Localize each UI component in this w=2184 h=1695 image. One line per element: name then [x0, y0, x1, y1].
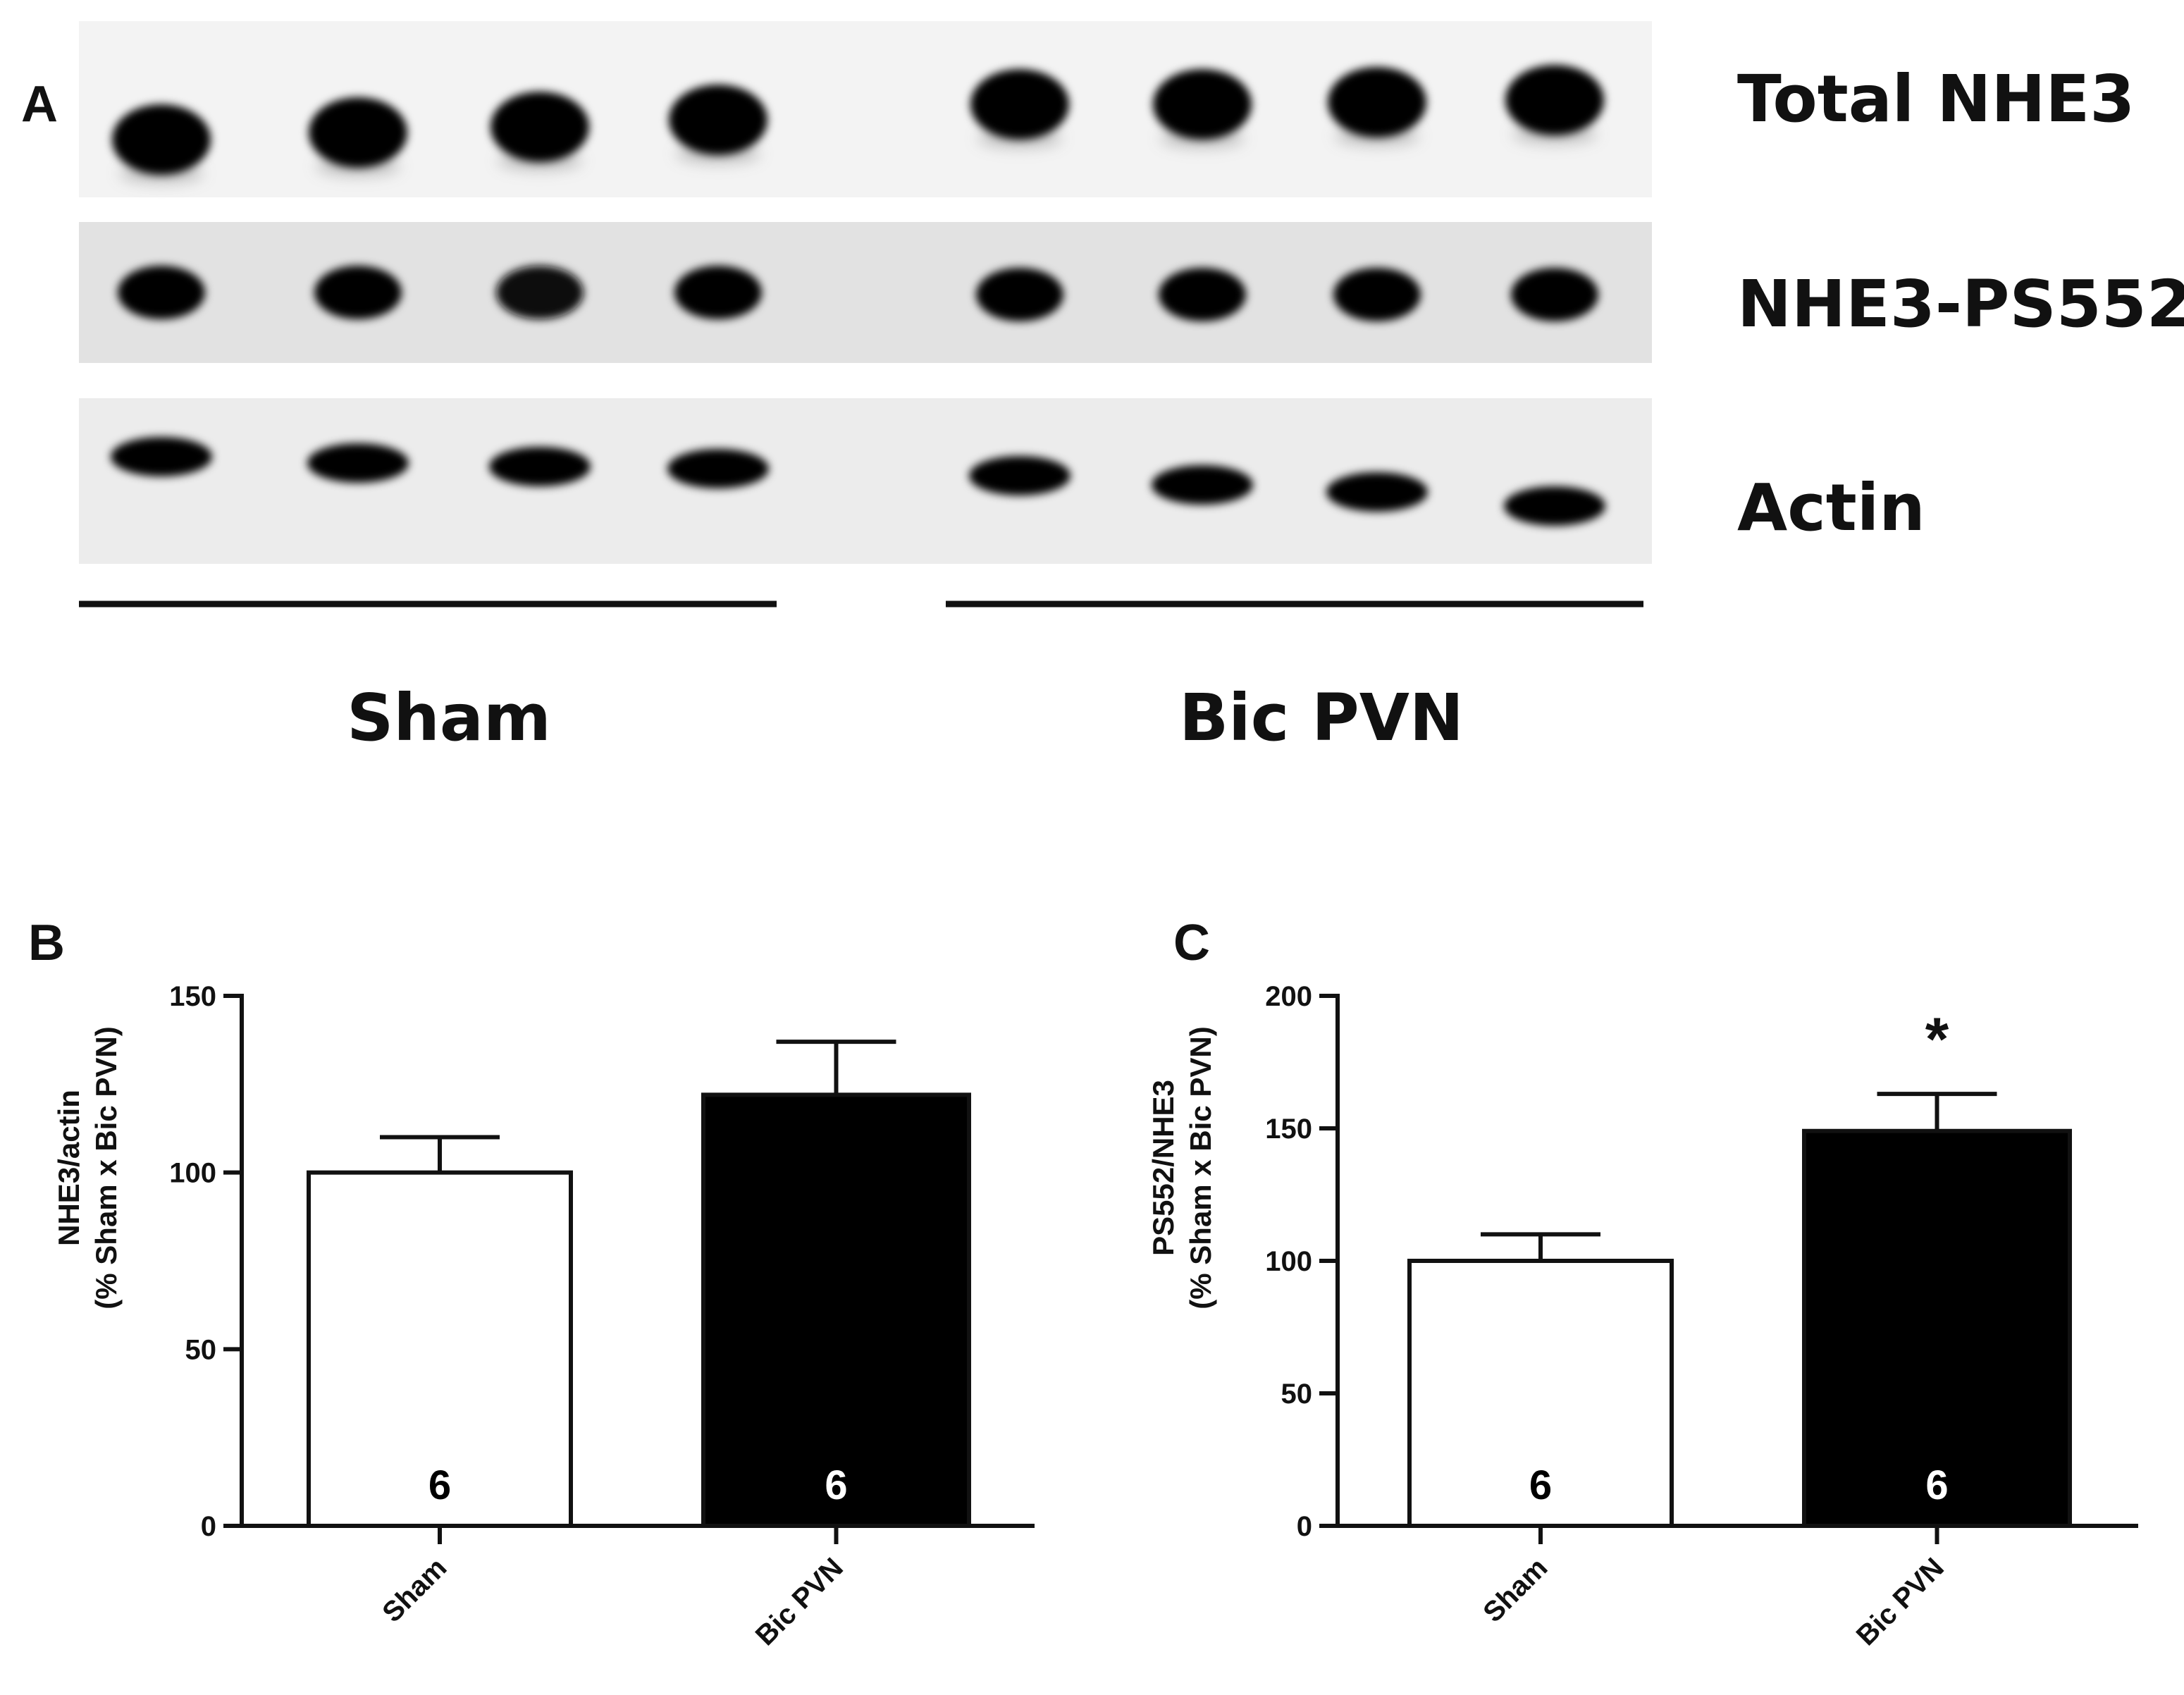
blot-label-actin: Actin: [1737, 470, 1925, 546]
blot-band: [314, 266, 402, 319]
panel-b-ylabel-line1: NHE3/actin: [52, 1090, 85, 1246]
x-category-label: Bic PVN: [750, 1552, 849, 1651]
blot-band: [1511, 268, 1598, 321]
panel-b-ylabel-line2: (% Sham x Bic PVN): [90, 1026, 123, 1309]
bar-n-label: 6: [428, 1462, 451, 1508]
panel-c-ylabel-line1: PS552/NHE3: [1147, 1080, 1180, 1256]
blot-band: [1326, 472, 1428, 512]
panel-b-plot-area: 0 50 100 150 6 Sham 6 Bic PVN: [169, 981, 1035, 1651]
panel-c-letter: C: [1173, 915, 1210, 971]
bar-n-label: 6: [825, 1462, 847, 1508]
bands-total-nhe3: [112, 65, 1604, 183]
y-tick-label: 50: [1281, 1379, 1313, 1410]
bar-bic-pvn: [701, 1092, 971, 1528]
y-tick-label: 150: [1265, 1114, 1312, 1145]
y-tick-label: 0: [201, 1511, 216, 1542]
y-tick-label: 100: [1265, 1246, 1312, 1277]
panel-a-letter: A: [21, 76, 58, 132]
blot-band: [307, 443, 409, 483]
blot-label-nhe3-ps552: NHE3-PS552: [1737, 266, 2184, 342]
panel-a-western-blot: A Total NHE3 NHE3-PS552 Actin Sham Bic P…: [21, 21, 2184, 756]
blot-band: [976, 268, 1063, 321]
bar-sham: [307, 1170, 573, 1528]
panel-b-letter: B: [28, 915, 65, 971]
x-category-label: Sham: [376, 1552, 452, 1628]
bar-sham: [1407, 1259, 1674, 1528]
bar-n-label: 6: [1925, 1462, 1948, 1508]
blot-band: [667, 449, 769, 488]
x-category-label: Sham: [1477, 1552, 1553, 1628]
blot-band: [669, 85, 767, 155]
blot-band: [1153, 69, 1252, 140]
x-category-label: Bic PVN: [1851, 1552, 1950, 1651]
blot-band: [309, 97, 407, 168]
blot-band: [496, 266, 584, 319]
blot-band: [1504, 486, 1605, 526]
blot-band: [489, 447, 591, 486]
panel-c-ylabel-line2: (% Sham x Bic PVN): [1184, 1026, 1217, 1309]
blot-band: [1159, 268, 1246, 321]
panel-b-chart: B NHE3/actin (% Sham x Bic PVN) 0 50 100 15…: [28, 915, 1035, 1651]
blot-band: [118, 266, 205, 319]
bar-bic-pvn: [1802, 1128, 2072, 1528]
panel-c-chart: C PS552/NHE3 (% Sham x Bic PVN) 0 50 100 15…: [1147, 915, 2138, 1651]
blot-band: [970, 69, 1069, 140]
blot-band: [969, 456, 1071, 495]
bands-actin: [111, 437, 1605, 526]
blot-band: [1505, 65, 1604, 135]
group-label-bic-pvn: Bic PVN: [1179, 680, 1464, 756]
y-tick-label: 200: [1265, 981, 1312, 1012]
y-tick-label: 0: [1297, 1511, 1312, 1542]
blot-band: [674, 266, 762, 319]
blot-band: [111, 437, 212, 476]
bar-n-label: 6: [1529, 1462, 1552, 1508]
bands-nhe3-ps552: [118, 266, 1598, 321]
significance-marker: *: [1925, 1006, 1949, 1073]
blot-band: [1152, 465, 1253, 505]
blot-band: [491, 92, 589, 162]
panel-c-plot-area: 0 50 100 150 200 6 Sham 6 * Bic PVN: [1265, 981, 2138, 1651]
y-tick-label: 150: [169, 981, 216, 1012]
blot-band: [112, 104, 211, 175]
blot-band: [1328, 67, 1426, 137]
group-label-sham: Sham: [347, 680, 551, 756]
y-tick-label: 100: [169, 1158, 216, 1189]
blot-band: [1333, 268, 1421, 321]
blot-label-total-nhe3: Total NHE3: [1737, 61, 2135, 137]
y-tick-label: 50: [185, 1334, 217, 1365]
